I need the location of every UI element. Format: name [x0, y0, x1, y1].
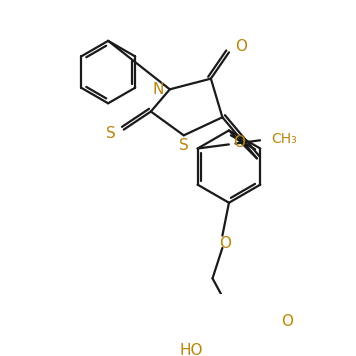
Text: CH₃: CH₃ — [272, 132, 297, 146]
Text: O: O — [282, 314, 294, 329]
Text: S: S — [179, 138, 189, 153]
Text: O: O — [235, 39, 247, 54]
Text: HO: HO — [179, 343, 203, 356]
Text: S: S — [106, 126, 116, 141]
Text: N: N — [153, 82, 164, 97]
Text: O: O — [219, 236, 231, 251]
Text: O: O — [233, 135, 245, 150]
